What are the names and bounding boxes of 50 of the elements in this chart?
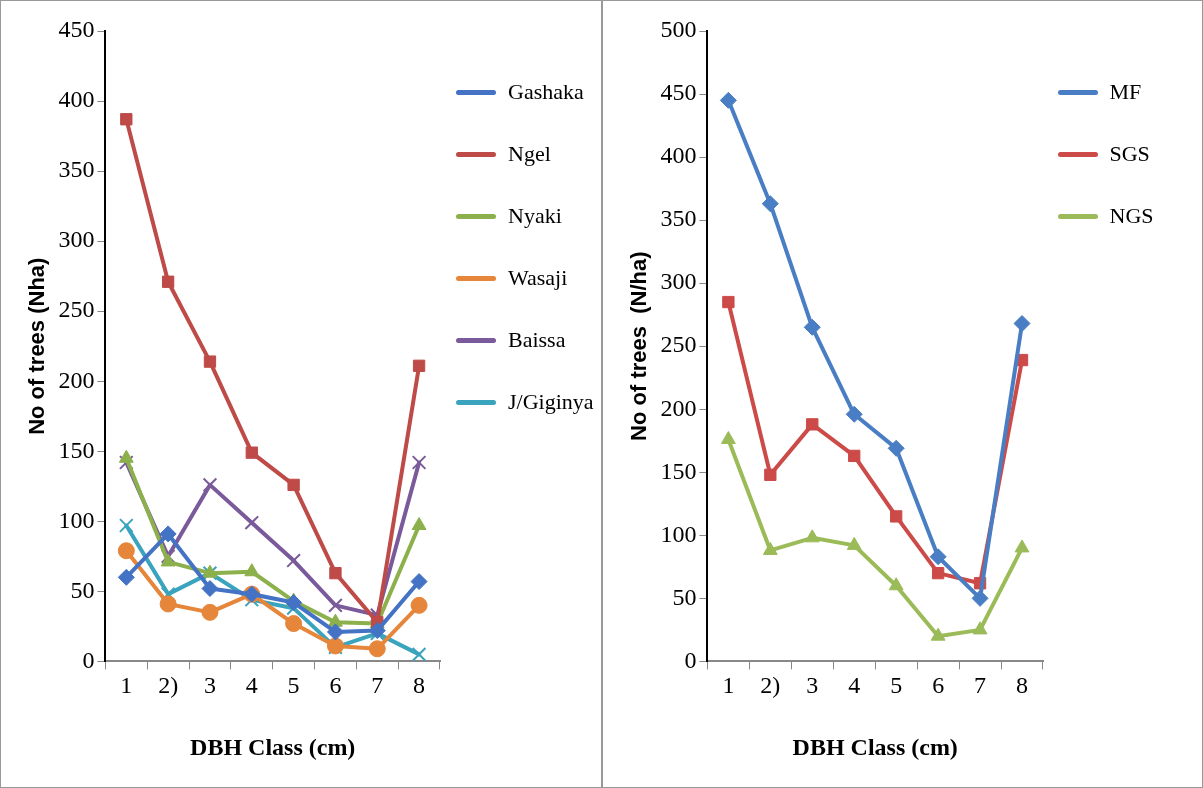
- x-tick-label: 5: [889, 672, 902, 699]
- legend-label: Baissa: [508, 327, 566, 353]
- x-tick-label: 4: [245, 672, 258, 699]
- y-tick-label: 300: [659, 268, 696, 295]
- y-tick-label: 250: [659, 331, 696, 358]
- legend-label: Wasaji: [508, 265, 568, 291]
- x-tick-label: 2): [759, 672, 780, 699]
- y-tick-label: 400: [659, 142, 696, 169]
- y-tick-label: 450: [659, 79, 696, 106]
- y-tick-label: 300: [58, 226, 95, 253]
- x-axis-title: DBH Class (cm): [190, 733, 356, 760]
- x-tick-label: 6: [931, 672, 944, 699]
- legend-label: NGS: [1109, 203, 1154, 229]
- x-tick-label: 1: [721, 672, 734, 699]
- y-tick-label: 150: [58, 436, 95, 463]
- legend-label: SGS: [1109, 141, 1150, 167]
- x-tick-label: 3: [805, 672, 818, 699]
- y-axis-title: No of trees (N/ha): [625, 251, 651, 441]
- y-tick-label: 450: [58, 16, 95, 43]
- x-tick-label: 8: [413, 672, 426, 699]
- x-tick-label: 4: [847, 672, 860, 699]
- y-tick-label: 250: [58, 296, 95, 323]
- legend-label: MF: [1109, 79, 1142, 105]
- x-tick-label: 1: [120, 672, 133, 699]
- x-axis-title: DBH Class (cm): [792, 733, 958, 760]
- y-axis-title: No of trees (Nha): [24, 257, 50, 435]
- legend-label: J/Giginya: [508, 389, 594, 415]
- x-tick-label: 7: [371, 672, 384, 699]
- y-tick-label: 0: [82, 646, 95, 673]
- x-tick-label: 6: [329, 672, 342, 699]
- y-tick-label: 350: [58, 156, 95, 183]
- y-tick-label: 400: [58, 86, 95, 113]
- x-tick-label: 2): [158, 672, 179, 699]
- x-tick-label: 3: [203, 672, 216, 699]
- y-tick-label: 200: [659, 394, 696, 421]
- y-tick-label: 100: [659, 520, 696, 547]
- legend-label: Nyaki: [508, 203, 562, 229]
- y-tick-label: 0: [683, 646, 696, 673]
- y-tick-label: 150: [659, 457, 696, 484]
- y-tick-label: 100: [58, 506, 95, 533]
- x-tick-label: 5: [287, 672, 300, 699]
- y-tick-label: 50: [70, 576, 95, 603]
- y-tick-label: 350: [659, 205, 696, 232]
- y-tick-label: 500: [659, 16, 696, 43]
- x-tick-label: 7: [973, 672, 986, 699]
- legend-label: Ngel: [508, 141, 551, 167]
- legend-label: Gashaka: [508, 79, 584, 105]
- y-tick-label: 200: [58, 366, 95, 393]
- y-tick-label: 50: [671, 583, 696, 610]
- x-tick-label: 8: [1015, 672, 1028, 699]
